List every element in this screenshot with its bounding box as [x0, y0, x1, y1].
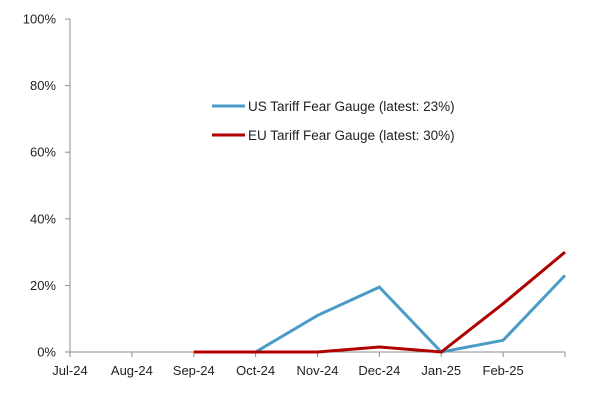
legend-label: EU Tariff Fear Gauge (latest: 30%) [248, 128, 455, 143]
y-tick-label: 20% [30, 278, 56, 293]
legend: US Tariff Fear Gauge (latest: 23%) EU Tar… [212, 99, 455, 143]
y-tick-label: 80% [30, 78, 56, 93]
x-tick-label: Sep-24 [173, 363, 215, 378]
x-tick-label: Aug-24 [111, 363, 153, 378]
x-tick-label: Oct-24 [236, 363, 275, 378]
y-tick-label: 100% [23, 12, 57, 27]
legend-label: US Tariff Fear Gauge (latest: 23%) [248, 99, 455, 114]
series-line-us [193, 274, 567, 354]
plot-lines [193, 250, 567, 354]
x-tick-label: Jul-24 [52, 363, 87, 378]
axes: 0% 20% 40% 60% 80% 100% Jul-24 Aug-24 Sep-24 Oct-… [23, 12, 566, 378]
x-tick-label: Dec-24 [358, 363, 400, 378]
y-tick-label: 60% [30, 145, 56, 160]
series-line-eu [193, 250, 566, 354]
y-tick-label: 0% [37, 345, 56, 360]
x-tick-label: Jan-25 [421, 363, 461, 378]
x-tick-label: Feb-25 [483, 363, 524, 378]
y-tick-label: 40% [30, 211, 56, 226]
x-tick-label: Nov-24 [297, 363, 339, 378]
